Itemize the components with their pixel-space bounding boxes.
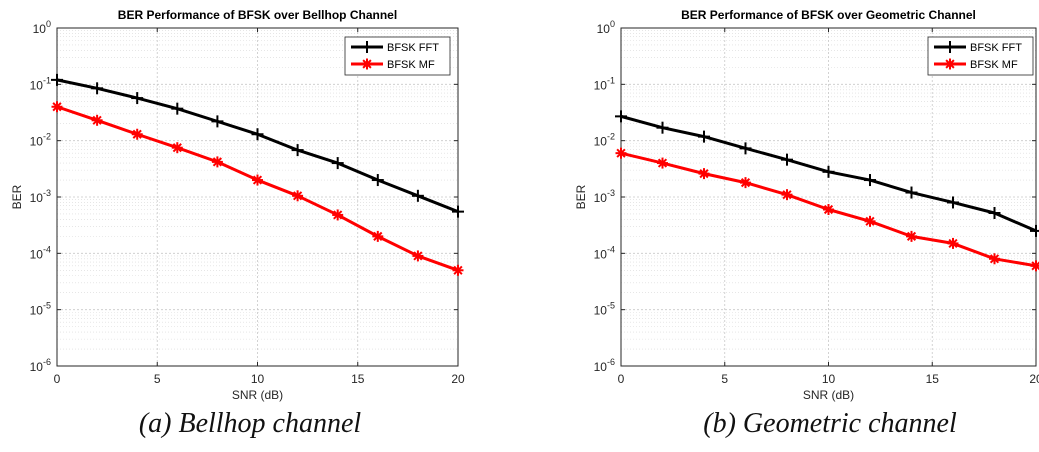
- data-point: [92, 115, 103, 126]
- y-tick-label: 10-5: [30, 301, 51, 318]
- x-tick-label: 0: [54, 372, 61, 386]
- data-point: [865, 216, 876, 227]
- y-tick-label: 10-2: [594, 132, 615, 149]
- x-tick-label: 10: [251, 372, 265, 386]
- legend-label: BFSK FFT: [387, 42, 439, 54]
- y-axis-label: BER: [10, 184, 24, 209]
- data-point: [948, 238, 959, 249]
- y-tick-label: 10-4: [594, 244, 615, 261]
- data-point: [699, 168, 710, 179]
- data-point: [906, 231, 917, 242]
- y-tick-label: 10-4: [30, 244, 51, 261]
- data-point: [453, 265, 464, 276]
- data-point: [823, 204, 834, 215]
- data-point: [52, 101, 63, 112]
- x-axis-label: SNR (dB): [803, 388, 854, 402]
- data-point: [292, 190, 303, 201]
- data-point: [372, 231, 383, 242]
- x-tick-label: 15: [926, 372, 940, 386]
- x-tick-label: 10: [822, 372, 836, 386]
- legend-marker: [945, 59, 956, 70]
- y-tick-label: 10-3: [594, 188, 615, 205]
- y-tick-label: 10-2: [30, 132, 51, 149]
- x-tick-label: 20: [451, 372, 465, 386]
- chart-2: 0 5 10 15 20 100 10-1 10-2 10-3 10-4 10-5 10-6 BER P…: [574, 8, 1039, 402]
- data-point: [212, 156, 223, 167]
- data-point: [132, 129, 143, 140]
- data-point: [616, 148, 627, 159]
- x-tick-label: 15: [351, 372, 365, 386]
- x-tick-label: 5: [154, 372, 161, 386]
- chart-1: 0 5 10 15 20 100 10-1 10-2 10-3 10-4 10-5 10-6 BER P…: [10, 8, 465, 402]
- legend: BFSK FFT BFSK MF: [928, 37, 1033, 75]
- y-tick-label: 10-6: [30, 357, 51, 374]
- chart-title: BER Performance of BFSK over Geometric C…: [681, 8, 976, 22]
- legend-label: BFSK MF: [387, 59, 435, 71]
- y-axis-label: BER: [574, 184, 588, 209]
- x-axis-label: SNR (dB): [232, 388, 283, 402]
- y-tick-label: 10-1: [30, 75, 51, 92]
- x-tick-label: 5: [721, 372, 728, 386]
- data-point: [989, 253, 1000, 264]
- data-point: [172, 142, 183, 153]
- legend-label: BFSK MF: [970, 59, 1018, 71]
- y-tick-label: 10-3: [30, 188, 51, 205]
- y-tick-label: 100: [597, 19, 615, 36]
- caption-b: (b) Geometric channel: [620, 404, 1039, 444]
- data-point: [252, 175, 263, 186]
- y-tick-label: 10-1: [594, 75, 615, 92]
- data-point: [332, 209, 343, 220]
- data-point: [412, 250, 423, 261]
- y-tick-label: 100: [33, 19, 51, 36]
- x-tick-label: 20: [1029, 372, 1039, 386]
- data-point: [740, 177, 751, 188]
- x-tick-label: 0: [618, 372, 625, 386]
- legend-marker: [362, 59, 373, 70]
- y-tick-label: 10-5: [594, 301, 615, 318]
- y-tick-label: 10-6: [594, 357, 615, 374]
- legend-label: BFSK FFT: [970, 42, 1022, 54]
- chart-title: BER Performance of BFSK over Bellhop Cha…: [118, 8, 397, 22]
- data-point: [782, 189, 793, 200]
- data-point: [657, 158, 668, 169]
- legend: BFSK FFT BFSK MF: [345, 37, 450, 75]
- caption-a: (a) Bellhop channel: [40, 404, 460, 444]
